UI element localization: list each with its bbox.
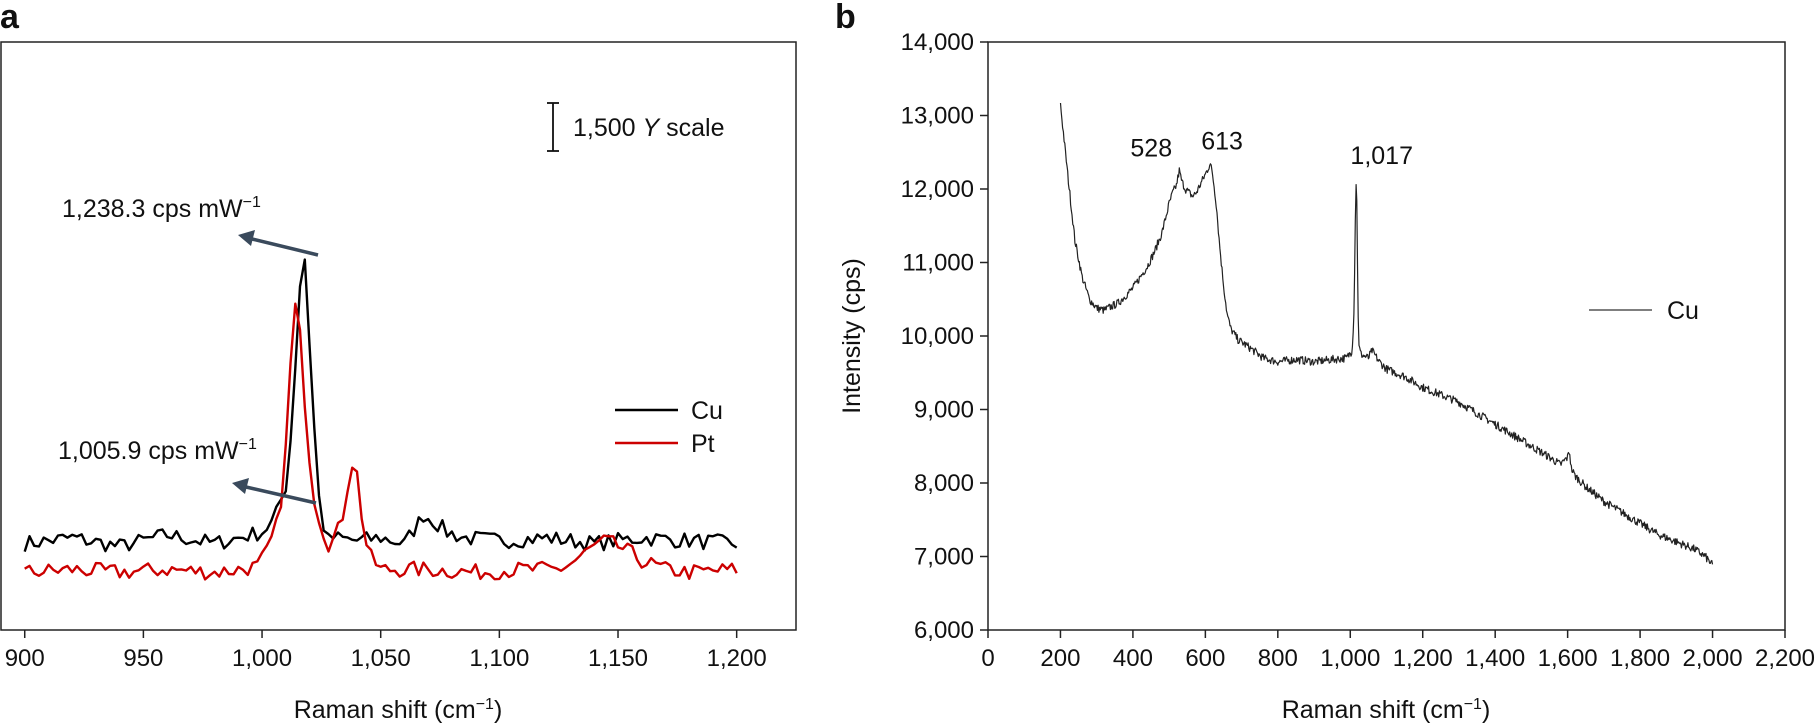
panel-b-x-tick-label: 200 [1040,645,1080,672]
annotation-cu-sensitivity: 1,238.3 cps mW−1 [62,194,261,223]
panel-a-scale-bar: 1,500 Y scale [547,102,725,152]
panel-a-plot-frame [0,41,797,631]
panel-b-x-tick-label: 600 [1185,645,1225,672]
panel-b-x-ticks: 0 200 400 600 800 1,000 1,200 1,400 1,600 1,800 2,… [981,630,1815,672]
panel-b-x-tick-label: 1,600 [1538,645,1598,672]
panel-b-x-tick-label: 1,800 [1610,645,1670,672]
panel-b-y-tick-label: 6,000 [914,617,974,644]
panel-b-x-axis-title: Raman shift (cm−1) [1282,696,1491,724]
panel-a-x-ticks: 900 950 1,000 1,050 1,100 1,150 1,200 [5,630,767,672]
peak-label: 613 [1201,127,1243,155]
panel-b-label: b [835,0,856,36]
panel-a-x-tick-label: 1,100 [469,645,529,672]
panel-b-x-tick-label: 0 [981,645,994,672]
panel-a-x-tick-label: 1,200 [707,645,767,672]
panel-b-y-tick-label: 9,000 [914,397,974,424]
peak-label: 528 [1130,135,1172,163]
panel-a-series [23,258,738,581]
panel-b-y-tick-label: 8,000 [914,470,974,497]
panel-b-x-tick-label: 2,200 [1755,645,1815,672]
series-line-cu-b [1059,102,1714,565]
panel-b-x-tick-label: 800 [1258,645,1298,672]
panel-a-x-tick-label: 900 [5,645,45,672]
legend-label-cu: Cu [691,397,723,425]
legend-label-cu-b: Cu [1667,297,1699,325]
panel-b-x-tick-label: 1,000 [1320,645,1380,672]
panel-b-y-tick-label: 13,000 [901,103,974,130]
peak-label: 1,017 [1350,142,1413,170]
panel-a-x-tick-label: 1,000 [232,645,292,672]
panel-b-y-tick-label: 10,000 [901,323,974,350]
series-line-cu [23,258,738,553]
legend-label-pt: Pt [691,430,715,458]
annotation-cu-arrow [238,230,319,257]
panel-b-y-tick-label: 7,000 [914,544,974,571]
panel-b-y-tick-label: 12,000 [901,176,974,203]
panel-b-peak-labels: 528 613 1,017 [1130,127,1413,170]
panel-a-x-axis-title: Raman shift (cm−1) [294,696,503,724]
annotation-pt-arrow [232,478,317,505]
panel-b-legend: Cu [1589,297,1699,325]
panel-a-x-tick-label: 1,050 [351,645,411,672]
panel-b-x-tick-label: 1,400 [1465,645,1525,672]
annotation-pt-sensitivity: 1,005.9 cps mW−1 [58,436,257,465]
scale-bar-label: 1,500 Y scale [573,114,725,142]
panel-b-y-tick-label: 14,000 [901,29,974,56]
panel-a-legend: Cu Pt [615,397,723,458]
panel-b-x-tick-label: 1,200 [1393,645,1453,672]
panel-b-y-axis-title: Intensity (cps) [838,258,866,414]
panel-a-x-tick-label: 950 [123,645,163,672]
panel-a-label: a [0,0,20,36]
panel-a-x-tick-label: 1,150 [588,645,648,672]
panel-b-y-ticks: 6,000 7,000 8,000 9,000 10,000 11,000 12,000 13… [901,29,988,644]
panel-b-plot-frame [987,41,1786,631]
series-line-pt [24,302,738,581]
panel-b-series [1059,102,1714,565]
panel-b-x-tick-label: 2,000 [1683,645,1743,672]
panel-b-y-tick-label: 11,000 [902,250,974,277]
panel-b-x-tick-label: 400 [1113,645,1153,672]
